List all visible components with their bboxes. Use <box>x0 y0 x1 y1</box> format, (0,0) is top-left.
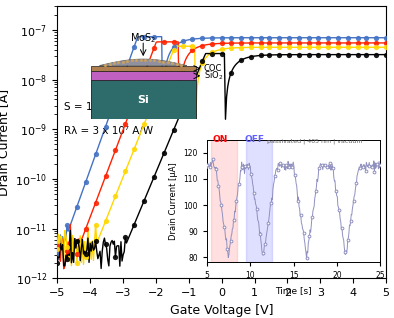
Y-axis label: Drain Current [μA]: Drain Current [μA] <box>169 162 178 240</box>
Text: COC: COC <box>204 64 222 73</box>
X-axis label: Time [s]: Time [s] <box>275 286 312 295</box>
Y-axis label: Drain Current [A]: Drain Current [A] <box>0 89 10 196</box>
Bar <box>91 80 195 119</box>
PathPatch shape <box>100 59 187 66</box>
Bar <box>91 71 195 80</box>
Text: MoS$_2$: MoS$_2$ <box>130 31 156 45</box>
X-axis label: Gate Voltage [V]: Gate Voltage [V] <box>170 303 273 316</box>
Bar <box>211 140 237 262</box>
Bar <box>246 140 272 262</box>
Text: Si: Si <box>138 95 149 105</box>
Text: S = 189 mV/dec: S = 189 mV/dec <box>64 101 148 112</box>
Text: SiO$_2$: SiO$_2$ <box>204 70 223 82</box>
Text: OFF: OFF <box>245 135 264 144</box>
Text: passivated | 405 nm | vacuum: passivated | 405 nm | vacuum <box>268 138 363 144</box>
Text: Rλ = 3 x 10⁷ A/W: Rλ = 3 x 10⁷ A/W <box>64 126 153 136</box>
Text: ON: ON <box>212 135 228 144</box>
Bar <box>91 66 195 71</box>
